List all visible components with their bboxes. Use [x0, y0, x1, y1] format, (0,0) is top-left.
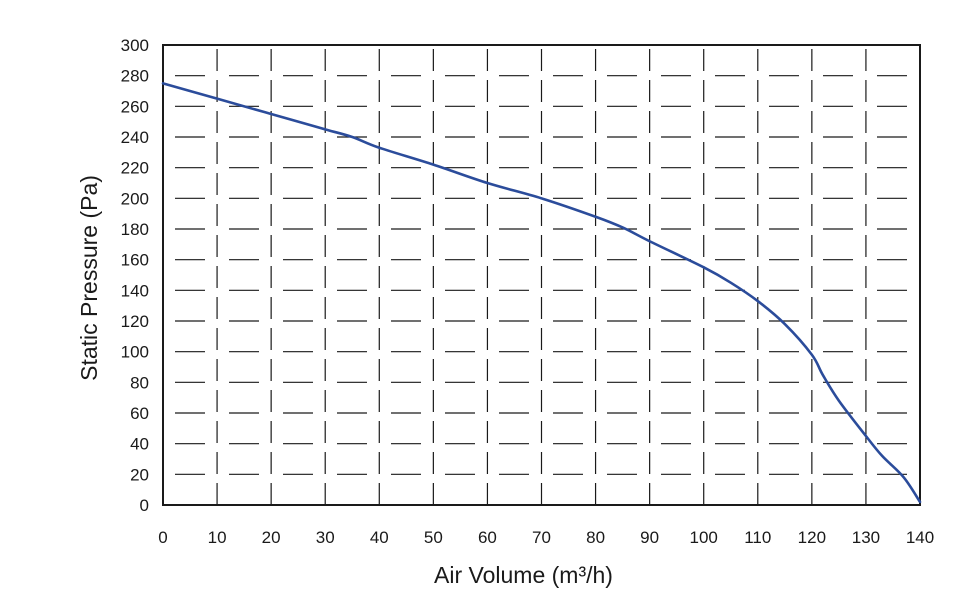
- x-tick-label: 30: [316, 528, 335, 547]
- y-tick-labels: 0 20 40 60 80 100 120 140 160 180 200 220 240 260 280 3…: [121, 36, 149, 515]
- series-line: [161, 82, 922, 504]
- y-tick-label: 260: [121, 97, 149, 116]
- y-tick-label: 300: [121, 36, 149, 55]
- y-tick-label: 240: [121, 128, 149, 147]
- y-tick-label: 0: [140, 496, 149, 515]
- y-tick-label: 120: [121, 312, 149, 331]
- y-axis-label: Static Pressure (Pa): [76, 175, 102, 381]
- x-tick-label: 0: [158, 528, 167, 547]
- x-tick-label: 90: [640, 528, 659, 547]
- y-tick-label: 100: [121, 343, 149, 362]
- y-tick-label: 80: [130, 373, 149, 392]
- x-tick-label: 20: [262, 528, 281, 547]
- plot-frame: [162, 44, 921, 506]
- y-tick-label: 140: [121, 281, 149, 300]
- x-tick-label: 70: [532, 528, 551, 547]
- y-tick-label: 180: [121, 220, 149, 239]
- x-tick-label: 50: [424, 528, 443, 547]
- y-tick-label: 40: [130, 435, 149, 454]
- x-tick-label: 110: [744, 528, 771, 547]
- x-tick-labels: 0 10 20 30 40 50 60 70 80 90 100 110 120 130 140: [158, 528, 934, 547]
- y-tick-label: 20: [130, 465, 149, 484]
- y-tick-label: 220: [121, 159, 149, 178]
- x-tick-label: 80: [586, 528, 605, 547]
- x-tick-label: 40: [370, 528, 389, 547]
- grid-lines: [163, 45, 920, 505]
- x-tick-label: 140: [906, 528, 934, 547]
- x-tick-label: 120: [798, 528, 826, 547]
- y-tick-label: 60: [130, 404, 149, 423]
- x-tick-label: 130: [852, 528, 880, 547]
- x-tick-label: 10: [208, 528, 227, 547]
- y-tick-label: 160: [121, 251, 149, 270]
- x-tick-label: 100: [690, 528, 718, 547]
- y-tick-label: 200: [121, 189, 149, 208]
- x-tick-label: 60: [478, 528, 497, 547]
- x-axis-label: Air Volume (m³/h): [434, 562, 613, 588]
- y-tick-label: 280: [121, 67, 149, 86]
